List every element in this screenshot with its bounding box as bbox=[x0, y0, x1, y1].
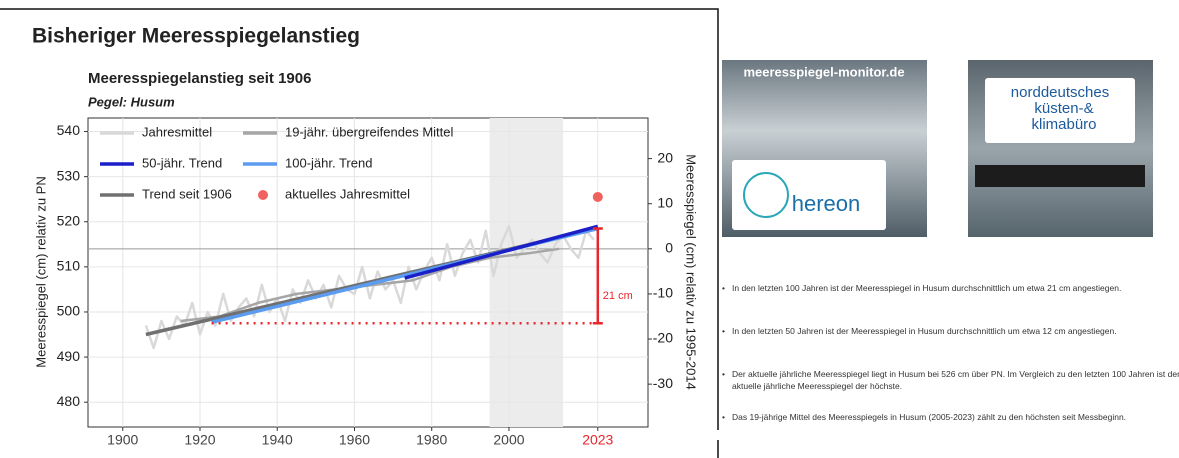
legend-label: Trend seit 1906 bbox=[142, 186, 232, 201]
y-tick-label: 490 bbox=[57, 348, 81, 364]
y-tick-label: 500 bbox=[57, 303, 81, 319]
legend-label: 100-jähr. Trend bbox=[285, 155, 372, 170]
x-tick-label: 2000 bbox=[493, 432, 524, 448]
y2-tick-label: 0 bbox=[665, 240, 673, 256]
x-tick-label: 1920 bbox=[184, 432, 215, 448]
y-tick-label: 510 bbox=[57, 258, 81, 274]
x-tick-label: 1900 bbox=[107, 432, 138, 448]
image-caption: meeresspiegel-monitor.de bbox=[743, 64, 904, 79]
chart-title: Meeresspiegelanstieg seit 1906 bbox=[88, 70, 311, 87]
legend-label: 50-jähr. Trend bbox=[142, 155, 222, 170]
bullet: In den letzten 50 Jahren ist der Meeress… bbox=[722, 325, 1179, 337]
shaded-range bbox=[490, 118, 563, 427]
x-tick-label: 1940 bbox=[262, 432, 293, 448]
logo-text: hereon bbox=[792, 191, 861, 216]
y2-tick-label: -30 bbox=[653, 375, 673, 391]
y2-tick-label: -20 bbox=[653, 330, 673, 346]
legend-label: 19-jähr. übergreifendes Mittel bbox=[285, 124, 453, 139]
x-tick-label: 2023 bbox=[582, 432, 613, 448]
point bbox=[593, 192, 603, 202]
logo-text: klimabüro bbox=[1031, 116, 1096, 133]
chart-subtitle: Pegel: Husum bbox=[88, 94, 175, 109]
plot-area: 480 490 500 510 520 530 540 1900 1920 1940 1960 198… bbox=[57, 118, 674, 448]
bullet: In den letzten 100 Jahren ist der Meeres… bbox=[722, 282, 1179, 294]
y2-tick-label: 10 bbox=[657, 194, 673, 210]
logo-text: küsten-& bbox=[1034, 100, 1093, 117]
page-title: Bisheriger Meeresspiegelanstieg bbox=[32, 25, 360, 48]
y2-tick-label: -10 bbox=[653, 285, 673, 301]
y-tick-label: 530 bbox=[57, 167, 81, 183]
page: {"page_title": "Bisheriger Meeresspiegel… bbox=[0, 0, 1179, 458]
x-tick-label: 1980 bbox=[416, 432, 447, 448]
bullet: Der aktuelle jährliche Meeresspiegel lie… bbox=[722, 368, 1179, 392]
y2-tick-label: 20 bbox=[657, 149, 673, 165]
bullet: Das 19-jährige Mittel des Meeresspiegels… bbox=[722, 411, 1179, 423]
groyne bbox=[975, 165, 1145, 187]
legend-label: aktuelles Jahresmittel bbox=[285, 186, 410, 201]
legend-swatch bbox=[258, 190, 268, 200]
annotation-label: 21 cm bbox=[603, 290, 633, 302]
y2-axis-label: Meeresspiegel (cm) relativ zu 1995-2014 bbox=[684, 154, 699, 390]
y-tick-label: 520 bbox=[57, 212, 81, 228]
y-tick-label: 480 bbox=[57, 393, 81, 409]
x-tick-label: 1960 bbox=[339, 432, 370, 448]
legend-label: Jahresmittel bbox=[142, 124, 212, 139]
logo-text: norddeutsches bbox=[1011, 84, 1109, 101]
y-axis-label: Meeresspiegel (cm) relativ zu PN bbox=[33, 176, 48, 367]
y-tick-label: 540 bbox=[57, 122, 81, 138]
